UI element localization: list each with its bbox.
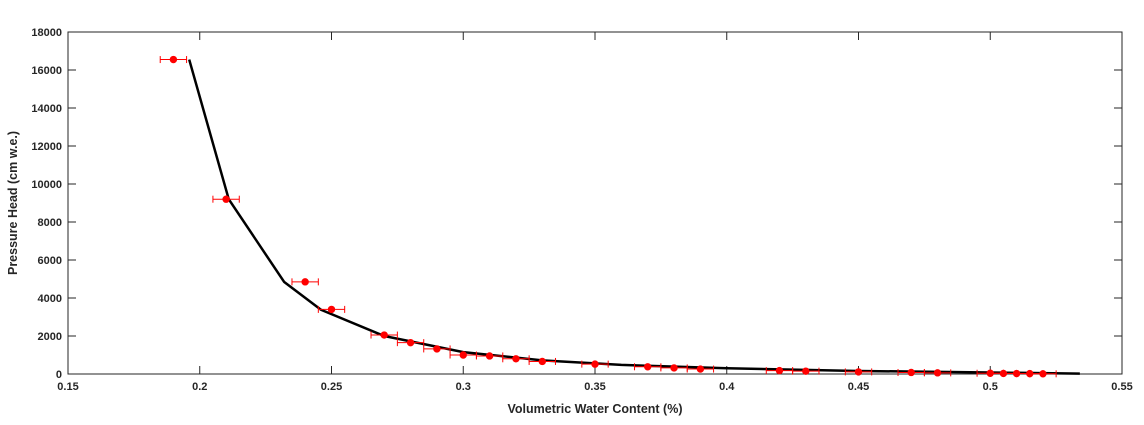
y-tick-label: 8000 [38,217,62,229]
data-point [538,357,546,366]
data-point [933,369,942,377]
plot-area [67,31,1123,375]
data-point [854,368,863,376]
data-point [459,351,467,359]
data-point [169,55,178,64]
x-axis-ticks: 0.15 0.2 0.25 0.3 0.35 0.4 0.45 0.5 0.55 [57,32,1133,393]
y-axis-ticks: 0 2000 4000 6000 8000 10000 12000 14000 16000 180… [31,27,1122,381]
y-tick-label: 16000 [31,65,62,77]
x-tick-label: 0.45 [848,381,869,393]
data-point [512,355,520,363]
data-point [644,363,652,371]
data-point [433,345,441,353]
data-point [775,366,784,375]
y-tick-label: 14000 [31,103,62,115]
y-axis-title: Pressure Head (cm w.e.) [6,131,20,275]
data-point [222,195,230,203]
x-tick-label: 0.2 [192,381,207,393]
y-tick-label: 0 [56,369,62,381]
x-tick-label: 0.35 [584,381,605,393]
data-point [327,305,336,314]
data-point [380,331,388,339]
x-tick-label: 0.4 [719,381,735,393]
y-tick-label: 18000 [31,27,62,39]
data-point [406,338,415,347]
x-tick-label: 0.55 [1111,381,1132,393]
y-tick-label: 4000 [38,293,62,305]
x-tick-label: 0.3 [456,381,471,393]
y-tick-label: 10000 [31,179,62,191]
data-points-layer [159,55,1057,378]
data-point [696,365,705,373]
y-tick-label: 6000 [38,255,62,267]
data-point [670,364,678,372]
data-point [1039,370,1047,378]
x-tick-label: 0.15 [57,381,78,393]
x-axis-title: Volumetric Water Content (%) [507,402,682,416]
x-tick-label: 0.25 [321,381,342,393]
data-point [485,352,494,360]
y-tick-label: 2000 [38,331,62,343]
y-tick-label: 12000 [31,141,62,153]
data-point [907,368,915,377]
data-point [301,278,309,286]
data-point [591,360,599,368]
x-tick-label: 0.5 [983,381,998,393]
data-point [802,367,810,375]
